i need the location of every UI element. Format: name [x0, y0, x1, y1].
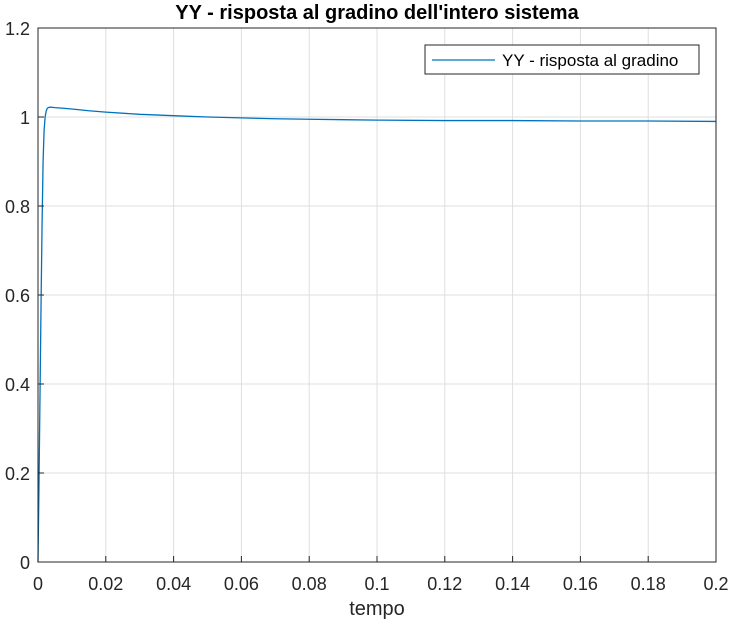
legend-label: YY - risposta al gradino — [502, 51, 678, 70]
x-tick-label: 0.02 — [88, 574, 123, 594]
x-tick-label: 0.06 — [224, 574, 259, 594]
x-tick-label: 0.18 — [631, 574, 666, 594]
x-tick-label: 0.16 — [563, 574, 598, 594]
x-tick-label: 0 — [33, 574, 43, 594]
series-layer — [37, 106, 717, 563]
y-tick-label: 1 — [20, 108, 30, 128]
y-tick-label: 0.2 — [5, 464, 30, 484]
x-tick-label: 0.2 — [703, 574, 728, 594]
x-tick-label: 0.04 — [156, 574, 191, 594]
y-tick-label: 0.6 — [5, 286, 30, 306]
x-tick-label: 0.14 — [495, 574, 530, 594]
x-tick-label: 0.08 — [292, 574, 327, 594]
legend: YY - risposta al gradino — [424, 44, 700, 75]
x-axis-label: tempo — [349, 598, 405, 620]
x-axis-ticks: 0 0.02 0.04 0.06 0.08 0.1 0.12 0.14 0.16 0.18 0.2 — [33, 556, 729, 594]
x-tick-label: 0.1 — [364, 574, 389, 594]
series-line — [37, 106, 717, 563]
y-tick-label: 0.4 — [5, 375, 30, 395]
chart-title: YY - risposta al gradino dell'intero sis… — [175, 2, 579, 24]
y-axis-ticks: 0 0.2 0.4 0.6 0.8 1 1.2 — [5, 19, 44, 573]
y-tick-label: 0 — [20, 553, 30, 573]
y-tick-label: 1.2 — [5, 19, 30, 39]
y-tick-label: 0.8 — [5, 197, 30, 217]
x-tick-label: 0.12 — [427, 574, 462, 594]
